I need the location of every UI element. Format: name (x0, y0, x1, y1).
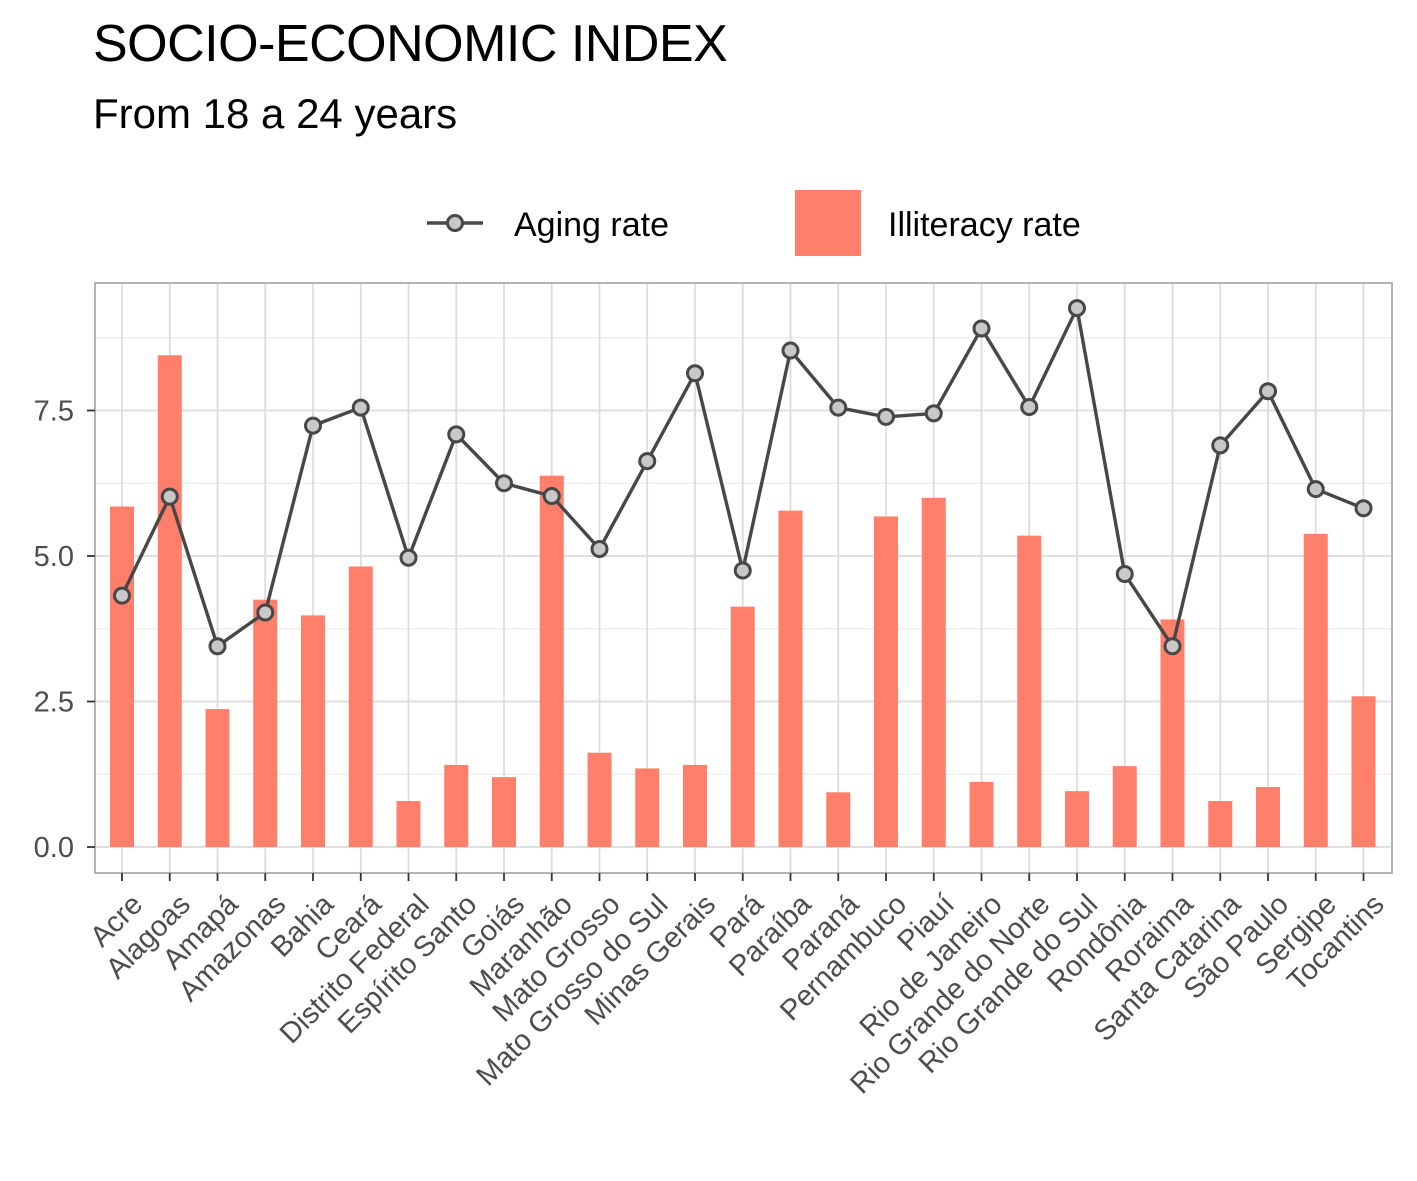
line-point (542, 487, 561, 506)
y-tick-label: 2.5 (34, 687, 74, 719)
bar (348, 566, 373, 847)
bar (1208, 801, 1233, 847)
line-point (1020, 398, 1039, 417)
bar (683, 764, 707, 847)
line-point (399, 548, 418, 567)
line-point (1306, 480, 1325, 499)
bar (1256, 787, 1280, 847)
bar (969, 781, 994, 847)
bar (1351, 696, 1376, 847)
line-point (1211, 436, 1230, 455)
line-point (351, 398, 370, 417)
line-point (256, 603, 275, 622)
bar (1160, 619, 1185, 847)
legend-label-illiteracy: Illiteracy rate (888, 206, 1081, 244)
bar (921, 497, 946, 847)
bar (444, 764, 469, 847)
legend-line-marker (446, 214, 464, 232)
bar (396, 801, 421, 847)
line-point (1354, 499, 1373, 518)
bar (157, 355, 182, 847)
legend: Aging rate Illiteracy rate (427, 190, 1081, 256)
y-tick-label: 5.0 (34, 541, 74, 573)
bar (1017, 535, 1042, 847)
line-point (1163, 637, 1182, 656)
line-point (972, 319, 991, 338)
axes: 0.02.55.07.5AcreAlagoasAmapáAmazonasBahi… (34, 282, 1393, 1100)
line-point (1115, 565, 1134, 584)
chart-subtitle: From 18 a 24 years (93, 90, 458, 137)
line-point (781, 341, 800, 360)
line-point (304, 416, 322, 435)
bar (874, 516, 898, 847)
line-point (590, 540, 609, 559)
line-point (160, 487, 179, 506)
y-tick-label: 0.0 (34, 832, 74, 864)
line-point (686, 364, 704, 383)
bar (205, 709, 230, 847)
line-point (495, 474, 513, 493)
line-point (208, 637, 227, 656)
bar (635, 768, 660, 847)
line-point (924, 404, 943, 423)
line-point (447, 425, 466, 444)
line-point (638, 452, 657, 471)
bar (778, 510, 803, 847)
bar (301, 615, 325, 847)
bar (253, 599, 278, 847)
line-point (113, 586, 131, 605)
bar (1112, 766, 1137, 847)
bar (587, 752, 612, 847)
line-point (877, 407, 895, 426)
bar (1303, 533, 1328, 847)
legend-bar-key (795, 190, 861, 256)
line-point (1259, 382, 1277, 401)
bar (1065, 791, 1089, 847)
bar (826, 792, 851, 847)
line-point (1068, 299, 1086, 318)
bar (539, 475, 564, 847)
bar (110, 506, 134, 847)
bar (730, 606, 755, 847)
line-point (829, 398, 848, 417)
bars (110, 355, 1376, 847)
legend-label-aging: Aging rate (514, 206, 669, 244)
y-tick-label: 7.5 (34, 396, 74, 428)
chart-title: SOCIO-ECONOMIC INDEX (93, 15, 728, 73)
bar (492, 777, 516, 847)
line-series (113, 299, 1373, 656)
line-point (733, 561, 752, 580)
